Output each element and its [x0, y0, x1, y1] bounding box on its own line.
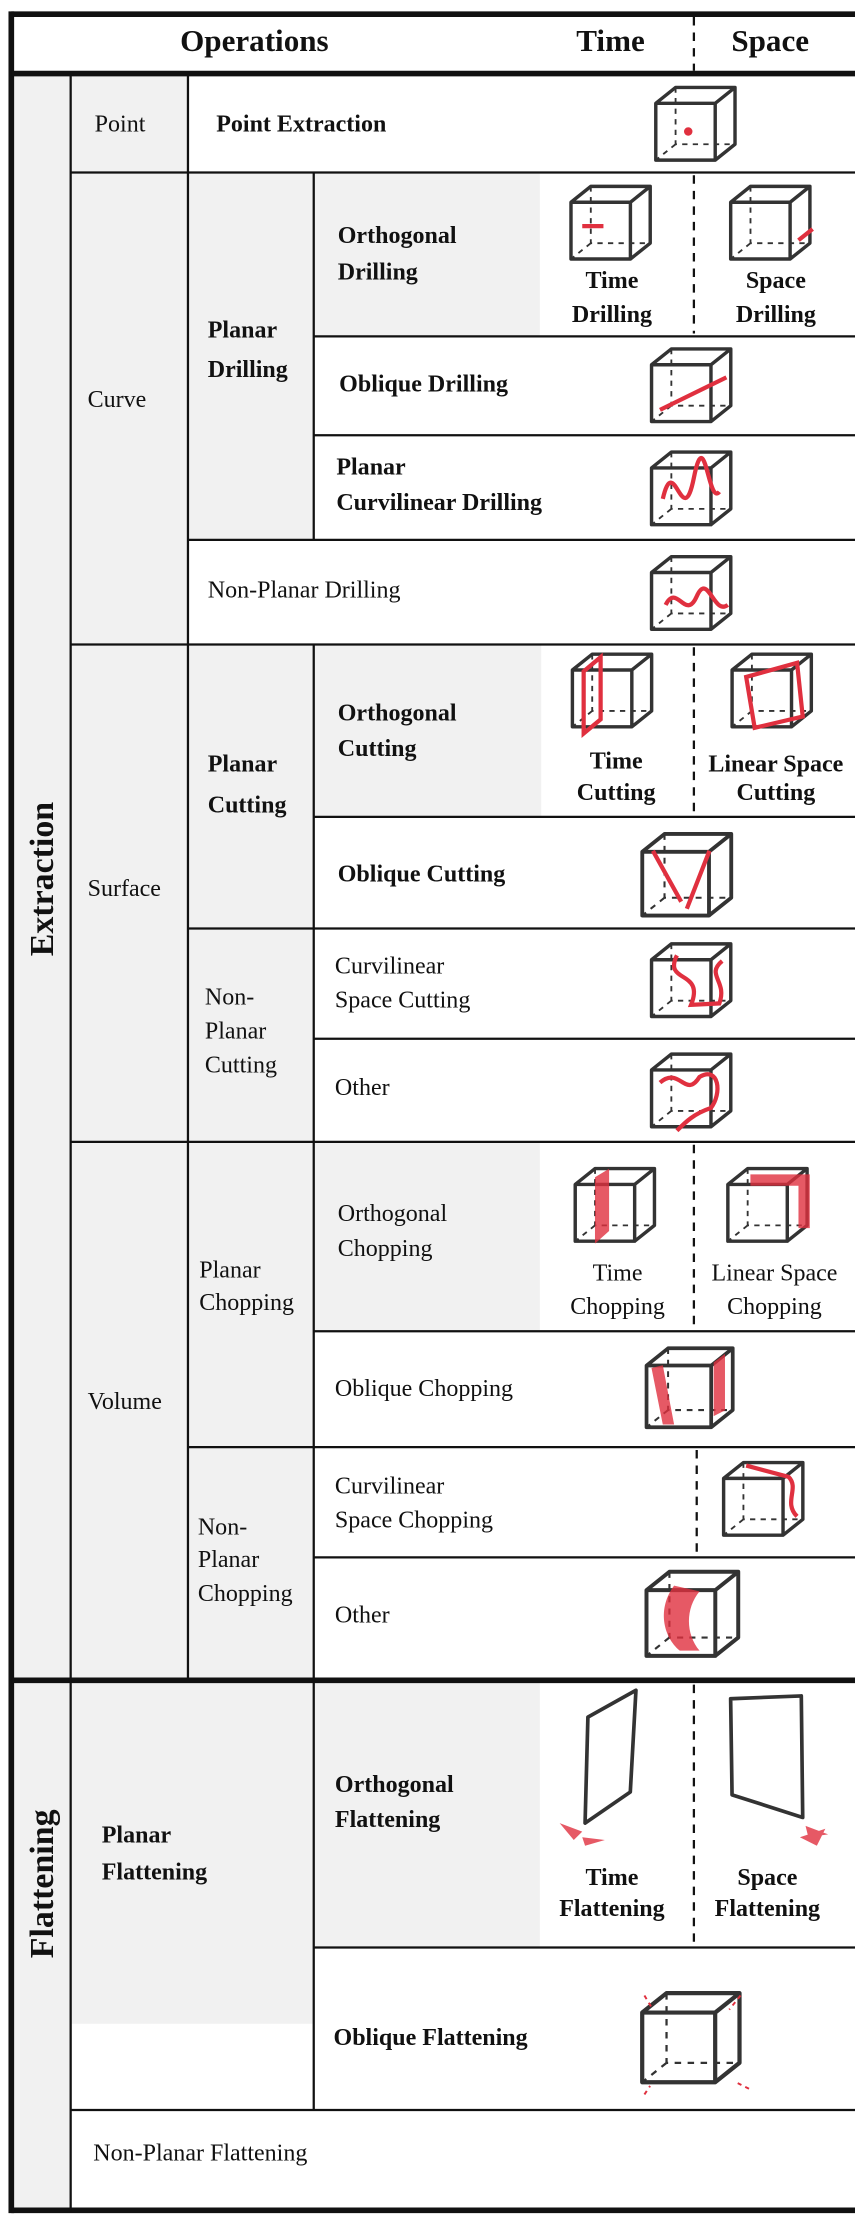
icon — [644, 1346, 735, 1430]
variant: Time — [585, 1865, 638, 1891]
operation: Non-Planar Flattening — [93, 2141, 307, 2167]
icon — [728, 184, 814, 261]
level-label: Volume — [88, 1389, 162, 1415]
icon — [569, 184, 652, 261]
sub-label: Drilling — [208, 357, 288, 383]
group-label: Extraction — [24, 802, 61, 957]
variant: Chopping — [570, 1294, 665, 1320]
variant: Cutting — [577, 780, 656, 806]
variant: Time — [593, 1260, 643, 1286]
level-label: Curve — [88, 387, 147, 413]
operation: Chopping — [338, 1236, 433, 1262]
icon — [559, 1688, 638, 1846]
operation: Space Cutting — [335, 988, 470, 1014]
variant: Linear Space — [708, 752, 843, 778]
icon — [654, 85, 737, 162]
icon — [640, 832, 734, 918]
sub-label: Flattening — [102, 1859, 207, 1885]
variant: Flattening — [559, 1896, 664, 1922]
sub-label: Cutting — [208, 792, 287, 818]
sub-label: Non- — [198, 1515, 247, 1541]
icon — [649, 347, 733, 424]
icons — [559, 85, 829, 2095]
icon — [649, 554, 733, 632]
operation: Orthogonal — [338, 223, 457, 249]
header: Time — [576, 23, 644, 58]
fills — [11, 73, 542, 2212]
sub-label: Chopping — [199, 1290, 294, 1316]
group-label: Flattening — [24, 1809, 61, 1958]
sub-label: Planar — [208, 318, 278, 344]
operation: Drilling — [338, 260, 418, 286]
operation: Oblique Flattening — [334, 2025, 528, 2051]
operation: Flattening — [335, 1807, 440, 1833]
operation: Other — [335, 1602, 390, 1628]
variant: Space — [746, 268, 806, 294]
grid-lines — [8, 11, 855, 2214]
sub-label: Chopping — [198, 1581, 293, 1607]
operation: Curvilinear — [335, 954, 444, 980]
sub-label: Planar — [198, 1547, 259, 1573]
header: Operations — [180, 23, 329, 58]
header: Space — [731, 23, 809, 58]
operation: Other — [335, 1075, 390, 1101]
sub-label: Non- — [205, 985, 254, 1011]
operation: Space Chopping — [335, 1508, 493, 1534]
icon — [649, 942, 733, 1019]
icon — [730, 652, 814, 731]
operation: Orthogonal — [335, 1772, 454, 1798]
level-label: Point — [95, 111, 146, 137]
variant: Cutting — [736, 780, 815, 806]
icon — [728, 1694, 829, 1846]
operation: Planar — [336, 455, 406, 481]
sub-label: Planar — [208, 752, 278, 778]
operation: Non-Planar Drilling — [208, 578, 401, 604]
variant: Flattening — [715, 1896, 820, 1922]
operation: Curvilinear Drilling — [336, 490, 542, 516]
operation: Point Extraction — [216, 111, 386, 137]
sub-label: Planar — [102, 1823, 172, 1849]
icon — [573, 1166, 657, 1244]
icon — [649, 450, 733, 527]
variant: Drilling — [572, 302, 652, 328]
operation: Oblique Chopping — [335, 1376, 513, 1402]
sub-label: Planar — [199, 1257, 260, 1283]
variant: Time — [590, 749, 643, 775]
level-label: Surface — [88, 876, 161, 902]
icon — [649, 1052, 733, 1133]
icon — [646, 1572, 738, 1656]
variant: Chopping — [727, 1294, 822, 1320]
variant: Space — [737, 1865, 797, 1891]
icon — [570, 652, 654, 739]
variant: Drilling — [736, 302, 816, 328]
icon — [642, 1993, 750, 2095]
sub-label: Cutting — [205, 1053, 277, 1079]
operation: Oblique Drilling — [339, 371, 508, 397]
icon — [721, 1460, 805, 1537]
variant: Linear Space — [711, 1260, 837, 1286]
operation: Curvilinear — [335, 1474, 444, 1500]
texts: Operations Time Space Extraction Flatten… — [24, 23, 844, 2167]
icon — [726, 1166, 810, 1243]
operation: Orthogonal — [338, 1201, 448, 1227]
operation: Oblique Cutting — [338, 862, 505, 888]
sub-label: Planar — [205, 1019, 266, 1045]
operation: Cutting — [338, 736, 417, 762]
operation: Orthogonal — [338, 701, 457, 727]
variant: Time — [585, 268, 638, 294]
